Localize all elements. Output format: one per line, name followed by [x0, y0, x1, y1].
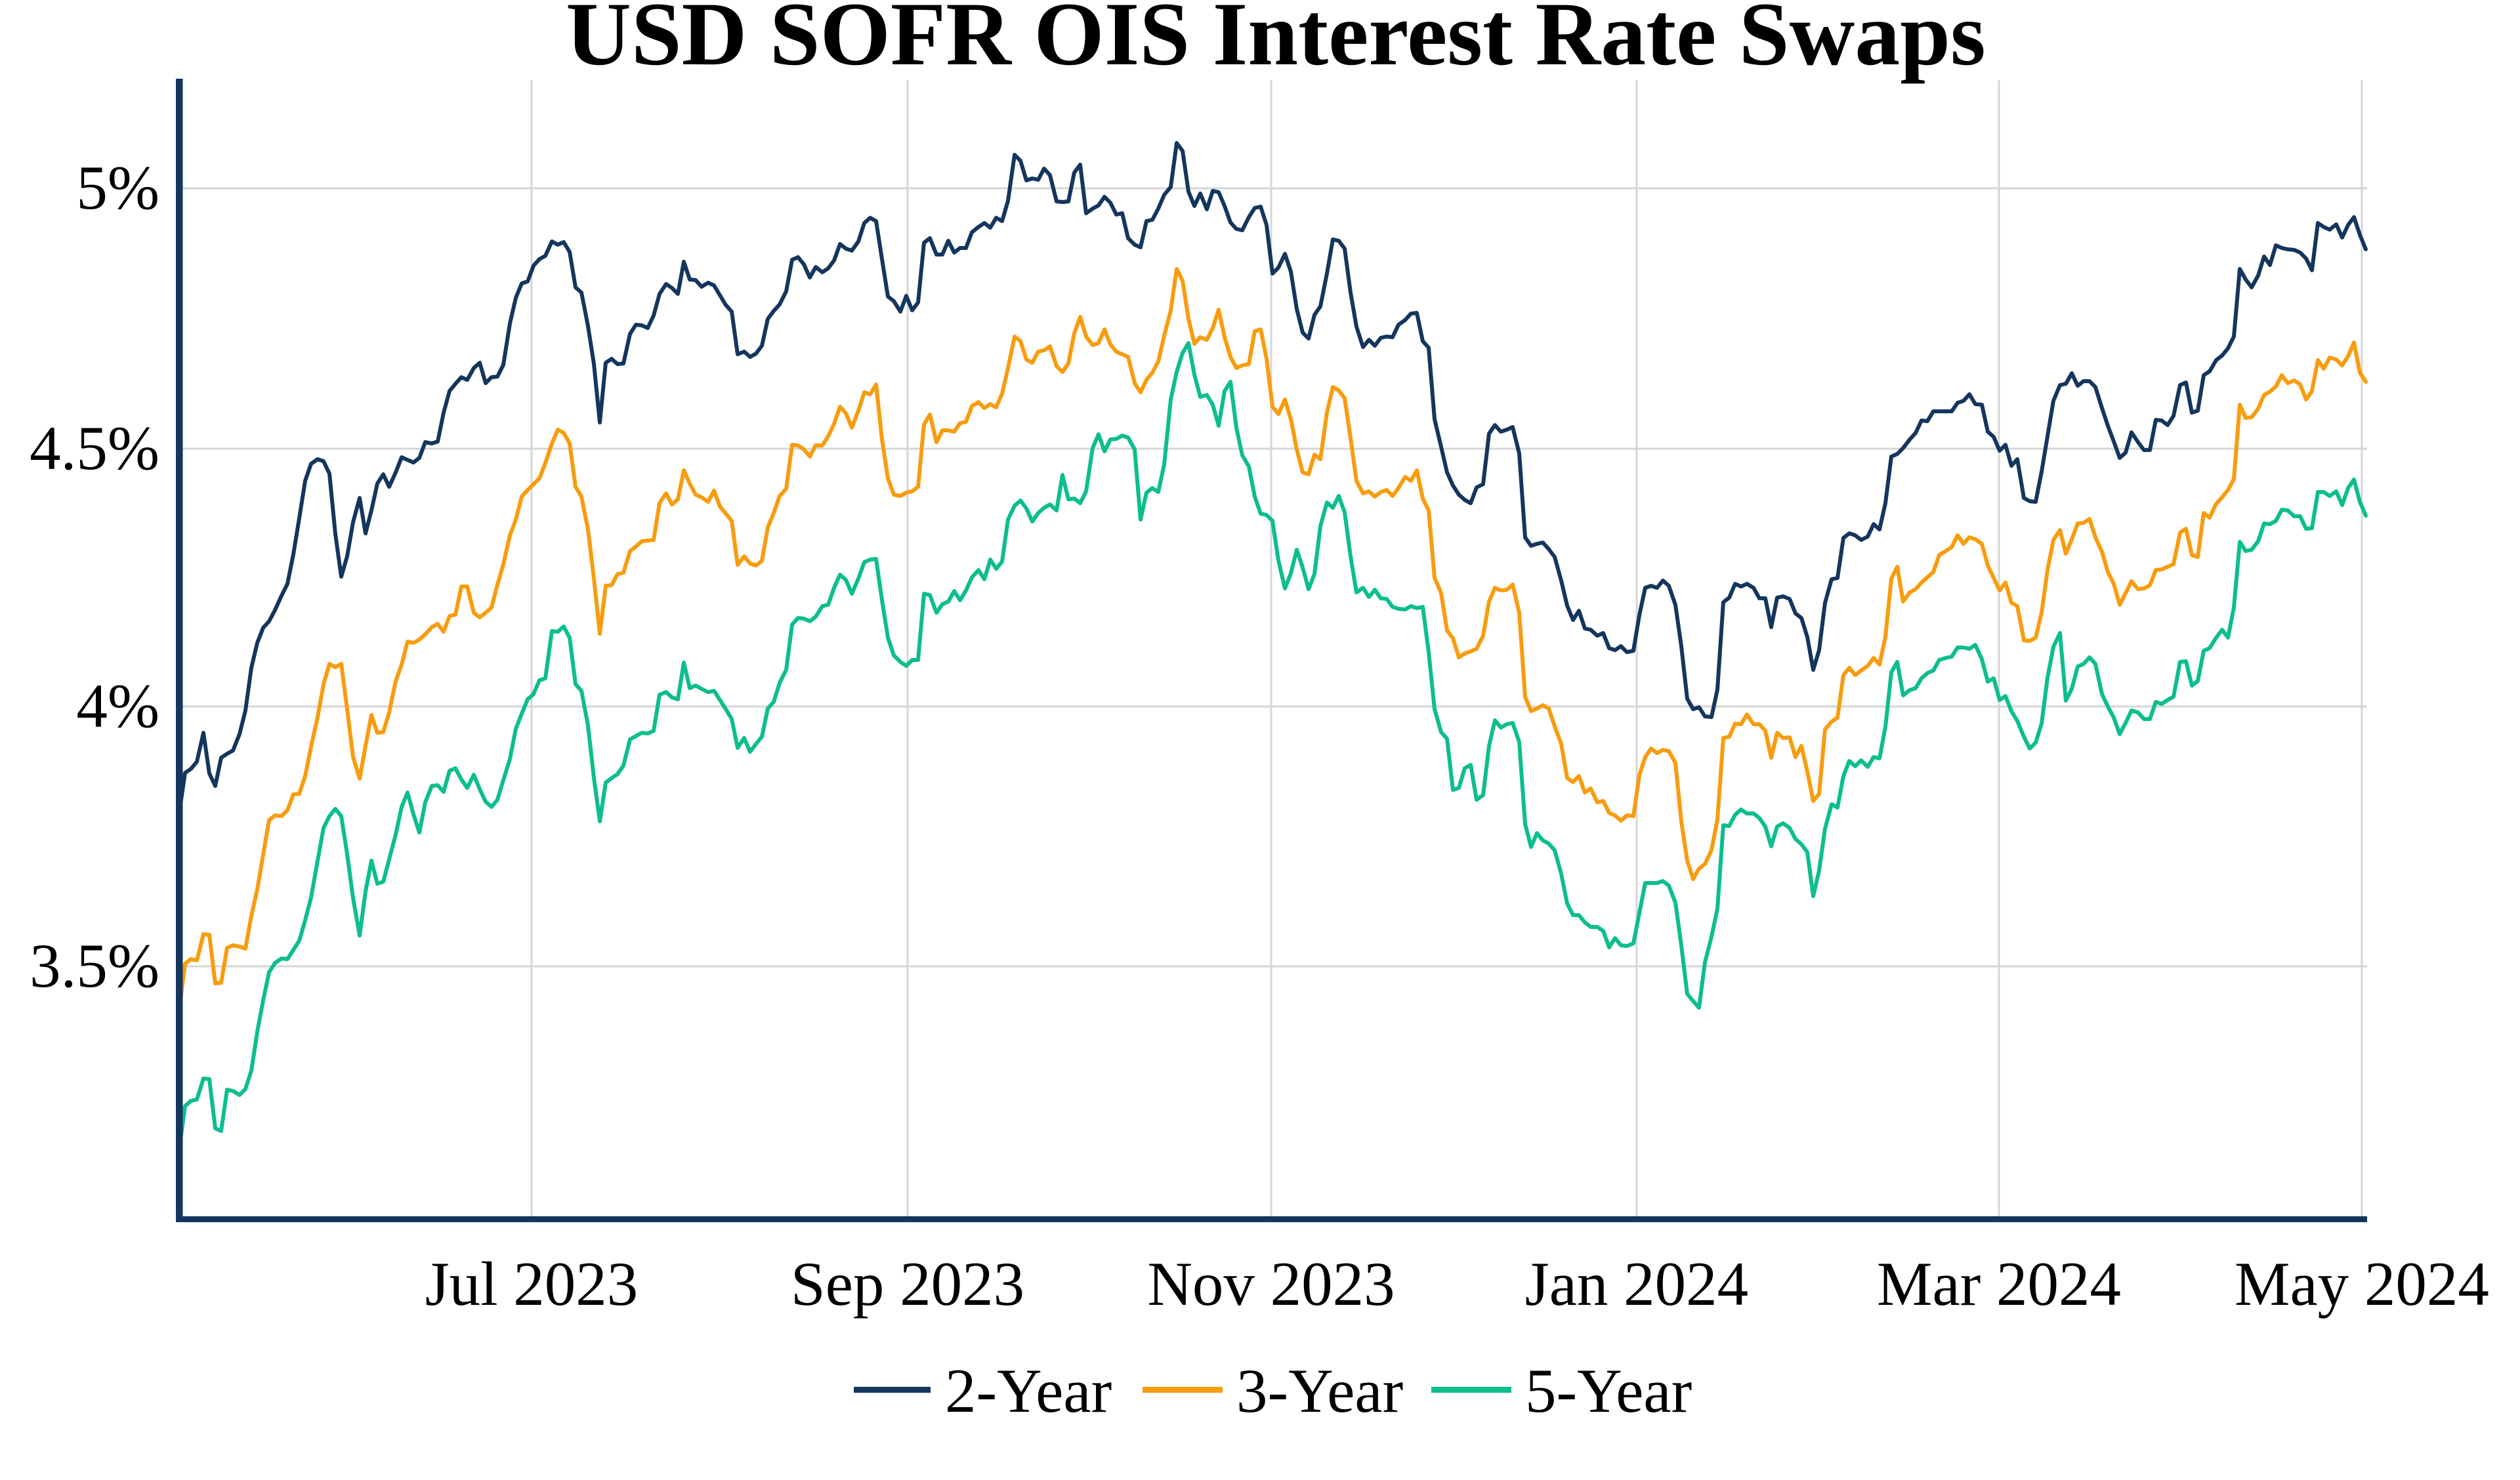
svg-text:Mar 2024: Mar 2024: [1877, 1249, 2121, 1319]
svg-text:Jan 2024: Jan 2024: [1525, 1249, 1748, 1319]
svg-text:4%: 4%: [76, 671, 159, 741]
svg-text:2-Year: 2-Year: [945, 1356, 1112, 1426]
svg-text:May 2024: May 2024: [2235, 1249, 2489, 1319]
svg-text:3.5%: 3.5%: [30, 931, 159, 1000]
svg-text:5%: 5%: [76, 153, 159, 222]
svg-text:4.5%: 4.5%: [30, 413, 159, 483]
svg-text:3-Year: 3-Year: [1236, 1356, 1403, 1426]
svg-text:Nov 2023: Nov 2023: [1147, 1249, 1395, 1319]
svg-text:USD SOFR OIS Interest Rate Swa: USD SOFR OIS Interest Rate Swaps: [566, 0, 1985, 84]
svg-text:5-Year: 5-Year: [1525, 1356, 1692, 1426]
svg-text:Sep 2023: Sep 2023: [791, 1249, 1024, 1319]
svg-text:Jul 2023: Jul 2023: [425, 1249, 639, 1319]
